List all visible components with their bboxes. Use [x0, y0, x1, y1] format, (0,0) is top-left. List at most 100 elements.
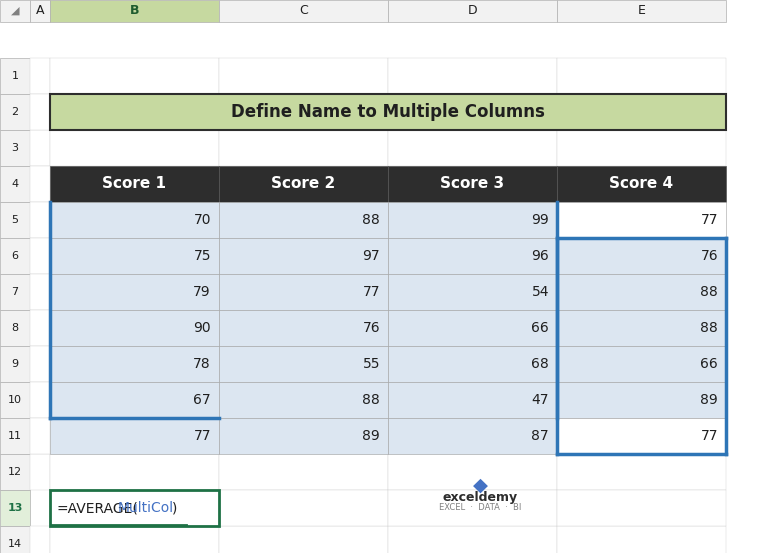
- Text: 5: 5: [12, 215, 18, 225]
- Bar: [0, 202, 30, 238]
- Bar: [557, 58, 726, 94]
- Bar: [30, 202, 50, 238]
- Text: 66: 66: [531, 321, 549, 335]
- Bar: [388, 202, 557, 238]
- Text: A: A: [36, 4, 45, 18]
- Text: 10: 10: [8, 395, 22, 405]
- Text: 54: 54: [531, 285, 549, 299]
- Text: 12: 12: [8, 467, 22, 477]
- Text: =AVERAGE(: =AVERAGE(: [56, 501, 138, 515]
- Text: 76: 76: [700, 249, 718, 263]
- Bar: [388, 346, 557, 382]
- Bar: [557, 346, 726, 382]
- Text: ◆: ◆: [472, 476, 488, 494]
- Bar: [388, 526, 557, 553]
- Text: 99: 99: [531, 213, 549, 227]
- Bar: [0, 310, 30, 346]
- Text: MultiCol: MultiCol: [118, 501, 174, 515]
- Text: Score 4: Score 4: [610, 176, 674, 191]
- Bar: [219, 526, 388, 553]
- Text: Score 3: Score 3: [440, 176, 505, 191]
- Bar: [30, 58, 50, 94]
- Text: 6: 6: [12, 251, 18, 261]
- Bar: [50, 94, 726, 130]
- Bar: [30, 238, 50, 274]
- Bar: [0, 238, 30, 274]
- Bar: [50, 490, 219, 526]
- Text: 7: 7: [12, 287, 18, 297]
- Text: C: C: [299, 4, 308, 18]
- Text: 3: 3: [12, 143, 18, 153]
- Bar: [0, 490, 30, 526]
- Bar: [0, 166, 30, 202]
- Bar: [30, 310, 50, 346]
- Bar: [219, 238, 388, 274]
- Bar: [557, 274, 726, 310]
- Bar: [557, 166, 726, 202]
- Text: 90: 90: [194, 321, 211, 335]
- Bar: [219, 382, 388, 418]
- Bar: [557, 490, 726, 526]
- Bar: [50, 130, 219, 166]
- Bar: [50, 274, 219, 310]
- Bar: [0, 94, 30, 130]
- Bar: [219, 202, 388, 238]
- Bar: [388, 0, 557, 22]
- Bar: [219, 346, 388, 382]
- Text: 8: 8: [12, 323, 18, 333]
- Text: Score 2: Score 2: [271, 176, 336, 191]
- Text: 87: 87: [531, 429, 549, 443]
- Bar: [30, 94, 50, 130]
- Text: 96: 96: [531, 249, 549, 263]
- Bar: [0, 58, 30, 94]
- Bar: [388, 418, 557, 454]
- Bar: [0, 130, 30, 166]
- Text: 77: 77: [194, 429, 211, 443]
- Bar: [388, 274, 557, 310]
- Text: B: B: [130, 4, 139, 18]
- Bar: [30, 382, 50, 418]
- Bar: [50, 238, 219, 274]
- Text: 88: 88: [700, 285, 718, 299]
- Text: 2: 2: [12, 107, 18, 117]
- Bar: [388, 166, 557, 202]
- Bar: [0, 526, 30, 553]
- Bar: [219, 274, 388, 310]
- Text: 1: 1: [12, 71, 18, 81]
- Bar: [50, 526, 219, 553]
- Text: 4: 4: [12, 179, 18, 189]
- Text: 88: 88: [362, 213, 380, 227]
- Bar: [219, 166, 388, 202]
- Bar: [0, 382, 30, 418]
- Bar: [388, 238, 557, 274]
- Bar: [30, 346, 50, 382]
- Bar: [0, 418, 30, 454]
- Bar: [30, 454, 50, 490]
- Text: 76: 76: [362, 321, 380, 335]
- Bar: [219, 310, 388, 346]
- Bar: [50, 346, 219, 382]
- Bar: [50, 310, 219, 346]
- Text: 88: 88: [362, 393, 380, 407]
- Bar: [30, 0, 50, 22]
- Bar: [50, 382, 219, 418]
- Bar: [388, 58, 557, 94]
- Bar: [557, 238, 726, 274]
- Bar: [50, 0, 219, 22]
- Bar: [219, 490, 388, 526]
- Bar: [219, 418, 388, 454]
- Bar: [50, 58, 219, 94]
- Bar: [557, 202, 726, 238]
- Bar: [0, 0, 30, 22]
- Bar: [388, 490, 557, 526]
- Text: 77: 77: [362, 285, 380, 299]
- Text: 89: 89: [700, 393, 718, 407]
- Bar: [388, 382, 557, 418]
- Bar: [219, 130, 388, 166]
- Text: D: D: [468, 4, 478, 18]
- Bar: [557, 454, 726, 490]
- Text: Score 1: Score 1: [102, 176, 167, 191]
- Text: 47: 47: [531, 393, 549, 407]
- Bar: [0, 454, 30, 490]
- Text: 14: 14: [8, 539, 22, 549]
